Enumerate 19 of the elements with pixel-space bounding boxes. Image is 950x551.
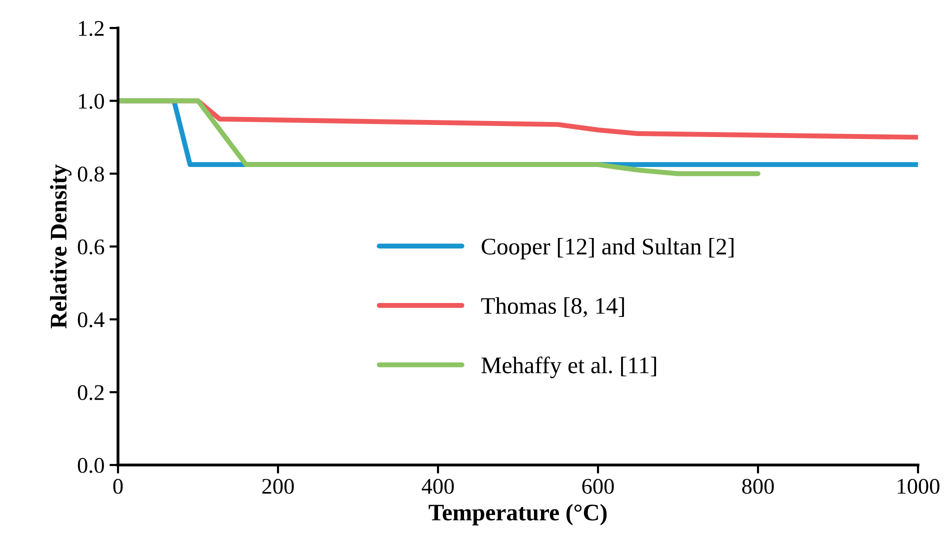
x-tick-label: 200 <box>262 478 294 494</box>
y-tick-label: 0.6 <box>78 239 104 255</box>
x-tick-label: 0 <box>113 478 123 494</box>
y-tick-label: 0.4 <box>78 312 104 328</box>
x-axis-title: Temperature (°C) <box>428 504 607 526</box>
y-axis-title: Relative Density <box>50 164 72 328</box>
legend-label: Thomas [8, 14] <box>481 297 624 318</box>
y-tick-label: 1.2 <box>78 20 104 36</box>
y-tick-label: 0.2 <box>78 385 104 400</box>
line-series <box>118 98 760 176</box>
y-tick-label: 0.0 <box>78 458 104 474</box>
x-tick-label: 600 <box>582 478 614 494</box>
legend-label: Cooper [12] and Sultan [2] <box>482 238 734 260</box>
legend-label: Mehaffy et al. [11] <box>481 356 656 378</box>
y-tick-label: 0.8 <box>78 166 104 182</box>
x-tick-label: 800 <box>742 478 774 494</box>
y-tick-label: 1.0 <box>78 94 104 109</box>
x-tick-label: 400 <box>422 478 454 494</box>
x-tick-label: 1000 <box>898 478 940 494</box>
